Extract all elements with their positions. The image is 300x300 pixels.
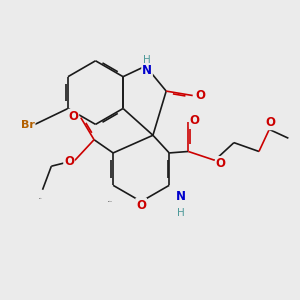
Text: Br: Br [21, 120, 35, 130]
Text: O: O [190, 114, 200, 127]
Text: O: O [136, 199, 146, 212]
Text: O: O [266, 116, 276, 129]
Text: O: O [68, 110, 78, 123]
Text: ethyl: ethyl [39, 198, 43, 199]
Text: H: H [143, 55, 151, 65]
Text: O: O [216, 157, 226, 170]
Text: O: O [64, 155, 74, 168]
Text: O: O [195, 89, 205, 102]
Text: N: N [176, 190, 186, 203]
Text: methyl: methyl [108, 201, 112, 202]
Text: H: H [177, 208, 185, 218]
Text: N: N [142, 64, 152, 77]
